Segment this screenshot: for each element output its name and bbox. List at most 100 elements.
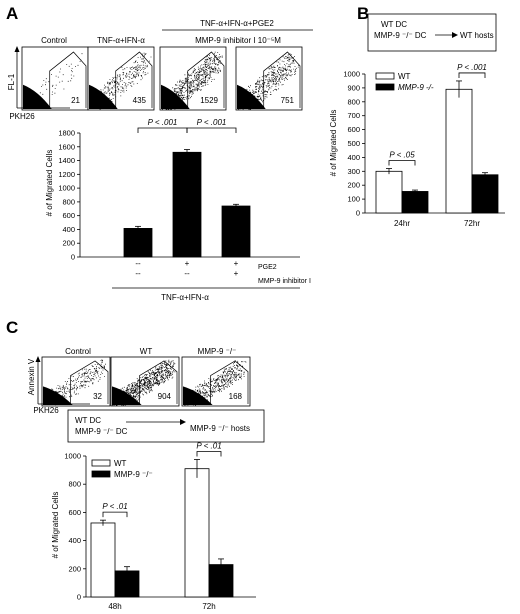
flow-count: 1529 bbox=[200, 96, 218, 105]
bar-c-wt-2 bbox=[184, 468, 210, 598]
y-tick-label: 700 bbox=[347, 111, 360, 120]
flow-plot-c-2: 904 bbox=[110, 356, 180, 407]
chart-b-ylabel: # of Migrated Cells bbox=[329, 110, 338, 177]
significance-bracket-c-1 bbox=[102, 511, 128, 518]
legend-label-c-2: MMP-9 ⁻/⁻ bbox=[114, 470, 153, 479]
bar-b-wt-2 bbox=[445, 88, 473, 214]
significance-label-c-1: P < .01 bbox=[102, 502, 127, 511]
bar-b-mmp9-1 bbox=[401, 191, 429, 214]
category-label-b-1: 24hr bbox=[394, 219, 410, 228]
flow-xlabel-c: PKH26 bbox=[33, 406, 59, 415]
scheme-c-line1: WT DC bbox=[75, 416, 101, 425]
significance-bracket-c-2 bbox=[196, 451, 222, 457]
y-tick-label: 600 bbox=[347, 125, 360, 134]
panel-b-chart: 0 100 200 300 400 500 600 700 800 900 1000 WT MMP-9 … bbox=[343, 63, 505, 228]
flow-ylabel-c: Annexin V bbox=[27, 358, 36, 395]
flow-gate bbox=[49, 51, 87, 108]
flow-title-inhibitor: MMP-9 inhibitor I 10⁻⁵M bbox=[195, 36, 281, 45]
bar-b-wt-1 bbox=[375, 170, 403, 214]
panel-a-flow-headers: Control TNF-α+IFN-α TNF-α+IFN-α+PGE2 MMP… bbox=[41, 19, 313, 45]
flow-events bbox=[161, 51, 223, 110]
flow-c-title-wt: WT bbox=[140, 347, 153, 356]
y-tick-label: 0 bbox=[71, 253, 75, 262]
legend-label-b-1: WT bbox=[398, 72, 411, 81]
significance-bracket-b-1 bbox=[388, 160, 416, 166]
y-tick-label: 200 bbox=[68, 564, 81, 573]
flow-title-tnf-ifn: TNF-α+IFN-α bbox=[97, 36, 145, 45]
scheme-c-line2: MMP-9 ⁻/⁻ DC bbox=[75, 427, 128, 436]
flow-c-title-mmp9: MMP-9 ⁻/⁻ bbox=[198, 347, 237, 356]
treat-inhib-label: MMP-9 inhibitor I bbox=[258, 278, 311, 285]
bar-c-mmp9-1 bbox=[114, 570, 140, 598]
flow-plot-a-2: 435 bbox=[87, 46, 155, 111]
panel-c-scheme: WT DC MMP-9 ⁻/⁻ DC MMP-9 ⁻/⁻ hosts bbox=[67, 409, 265, 443]
y-tick-label: 400 bbox=[68, 536, 81, 545]
y-tick-label: 1800 bbox=[58, 129, 75, 138]
flow-ylabel-a: FL-1 bbox=[7, 73, 16, 90]
flow-c-yaxis-arrowhead bbox=[35, 356, 41, 362]
flow-count: 435 bbox=[133, 96, 147, 105]
scheme-c-arrow-head bbox=[180, 419, 186, 425]
treat-base-label: TNF-α+IFN-α bbox=[161, 293, 209, 302]
y-tick-label: 800 bbox=[68, 480, 81, 489]
y-tick-label: 400 bbox=[347, 153, 360, 162]
y-tick-label: 600 bbox=[62, 211, 75, 220]
y-tick-label: 300 bbox=[347, 167, 360, 176]
panel-letter-a: A bbox=[6, 4, 18, 23]
flow-a-yaxis-arrowhead bbox=[14, 46, 20, 52]
y-tick-label: 500 bbox=[347, 139, 360, 148]
y-tick-label: 1000 bbox=[58, 184, 75, 193]
significance-label-a-1: P < .001 bbox=[148, 118, 178, 127]
y-tick-label: 900 bbox=[347, 83, 360, 92]
flow-c-title-control: Control bbox=[65, 347, 91, 356]
panel-letter-c: C bbox=[6, 318, 18, 337]
panel-c-chart: 0 200 400 600 800 1000 WT MMP-9 ⁻/⁻ 48h 72h P < .0… bbox=[64, 442, 256, 611]
panel-a-flow-plots: 21 435 1529 751 bbox=[14, 46, 303, 111]
flow-xlabel-a: PKH26 bbox=[9, 112, 35, 121]
treat-pge2-2: + bbox=[185, 259, 190, 268]
panel-a-treatment-table: -- + + PGE2 -- -- + MMP-9 inhibitor I TN… bbox=[112, 259, 311, 302]
y-tick-label: 200 bbox=[347, 181, 360, 190]
treat-pge2-1: -- bbox=[135, 259, 141, 268]
scheme-b-line1: WT DC bbox=[381, 20, 407, 29]
legend-label-c-1: WT bbox=[114, 459, 127, 468]
flow-plot-a-4: 751 bbox=[235, 46, 303, 111]
bar-a-2 bbox=[172, 151, 202, 258]
category-label-c-2: 72h bbox=[202, 602, 215, 611]
treat-pge2-3: + bbox=[234, 259, 239, 268]
y-tick-label: 0 bbox=[356, 209, 360, 218]
flow-events bbox=[89, 52, 152, 110]
treat-inhib-2: -- bbox=[184, 269, 190, 278]
flow-plot-c-3: 168 bbox=[181, 356, 251, 407]
bar-a-1 bbox=[123, 228, 153, 258]
bar-a-3 bbox=[221, 205, 251, 258]
legend-swatch-b-1 bbox=[375, 72, 395, 80]
flow-events bbox=[237, 53, 300, 110]
scheme-b-box bbox=[367, 13, 497, 52]
panel-a-chart: 0 200 400 600 800 1000 1200 1400 1600 1800 P < .00… bbox=[58, 118, 300, 262]
y-tick-label: 1000 bbox=[343, 70, 360, 79]
flow-title-control: Control bbox=[41, 36, 67, 45]
scheme-c-box bbox=[67, 409, 265, 443]
flow-plot-a-3: 1529 bbox=[159, 46, 227, 111]
legend-swatch-c-1 bbox=[91, 459, 111, 467]
y-tick-label: 1000 bbox=[64, 452, 81, 461]
flow-count: 751 bbox=[281, 96, 295, 105]
y-tick-label: 1200 bbox=[58, 170, 75, 179]
flow-count: 21 bbox=[71, 96, 80, 105]
flow-count: 168 bbox=[229, 392, 243, 401]
scheme-c-target: MMP-9 ⁻/⁻ hosts bbox=[190, 424, 250, 433]
flow-count: 32 bbox=[93, 392, 102, 401]
scheme-b-arrow-head bbox=[452, 32, 458, 38]
y-tick-label: 0 bbox=[77, 593, 81, 602]
bar-b-mmp9-2 bbox=[471, 174, 499, 214]
flow-plot-a-1: 21 bbox=[21, 46, 89, 111]
category-label-c-1: 48h bbox=[108, 602, 121, 611]
bar-c-wt-1 bbox=[90, 522, 116, 598]
y-tick-label: 200 bbox=[62, 239, 75, 248]
significance-bracket-a-1 bbox=[137, 127, 188, 133]
chart-c-ylabel: # of Migrated Cells bbox=[51, 492, 60, 559]
significance-label-a-2: P < .001 bbox=[197, 118, 227, 127]
treat-inhib-1: -- bbox=[135, 269, 141, 278]
flow-plot-c-1: 32 bbox=[41, 356, 111, 407]
